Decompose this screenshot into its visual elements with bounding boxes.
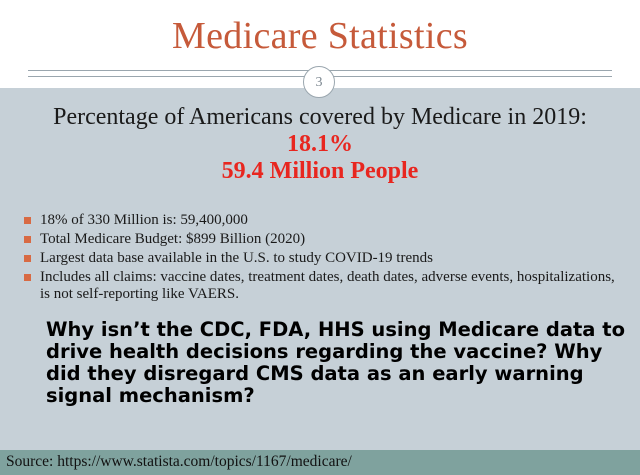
content-panel bbox=[0, 88, 640, 450]
bullet-text: 18% of 330 Million is: 59,400,000 bbox=[40, 212, 248, 228]
question-text: Why isn’t the CDC, FDA, HHS using Medica… bbox=[46, 318, 625, 407]
bullet-icon bbox=[24, 236, 31, 243]
bullet-text: Total Medicare Budget: $899 Billion (202… bbox=[40, 231, 306, 247]
bullet-item: Largest data base available in the U.S. … bbox=[22, 250, 622, 267]
stat-percent: 18.1% bbox=[287, 131, 353, 157]
bullet-list: 18% of 330 Million is: 59,400,000 Total … bbox=[22, 212, 622, 305]
bullet-icon bbox=[24, 255, 31, 262]
page-number-badge: 3 bbox=[303, 66, 335, 98]
slide-title: Medicare Statistics bbox=[172, 15, 468, 57]
bullet-item: 18% of 330 Million is: 59,400,000 bbox=[22, 212, 622, 229]
bullet-text: Includes all claims: vaccine dates, trea… bbox=[40, 269, 615, 302]
footer-bar: Source: https://www.statista.com/topics/… bbox=[0, 450, 640, 475]
bullet-item: Includes all claims: vaccine dates, trea… bbox=[22, 269, 622, 303]
bullet-icon bbox=[24, 274, 31, 281]
stat-people: 59.4 Million People bbox=[221, 158, 419, 184]
bullet-icon bbox=[24, 217, 31, 224]
bullet-text: Largest data base available in the U.S. … bbox=[40, 250, 433, 266]
title-area: Medicare Statistics bbox=[0, 0, 640, 78]
source-citation: Source: https://www.statista.com/topics/… bbox=[6, 453, 352, 470]
headline: Percentage of Americans covered by Medic… bbox=[53, 104, 587, 130]
bullet-item: Total Medicare Budget: $899 Billion (202… bbox=[22, 231, 622, 248]
